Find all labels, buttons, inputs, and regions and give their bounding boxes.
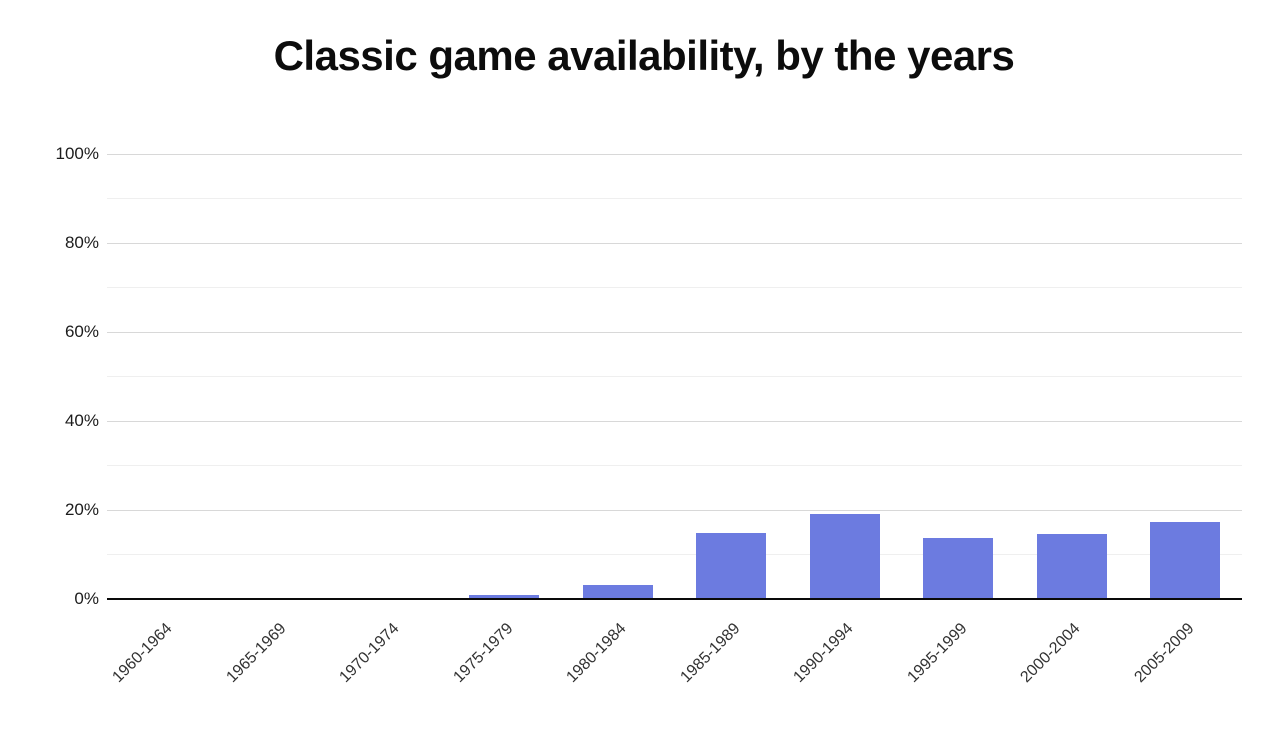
major-gridline-40 (107, 420, 1242, 422)
bar-1990-1994 (809, 514, 880, 599)
x-axis-tick-label-2005-2009: 2005-2009 (1131, 620, 1198, 687)
y-axis-tick-label-0: 0% (74, 589, 99, 608)
y-axis-tick-label-40: 40% (64, 411, 99, 430)
y-axis-tick-label-20: 20% (64, 500, 99, 519)
x-axis-line (107, 598, 1242, 600)
bar-2000-2004 (1036, 534, 1107, 599)
major-gridline-20 (107, 509, 1242, 511)
major-gridline-80 (107, 242, 1242, 244)
chart-title: Classic game availability, by the years (273, 32, 1015, 79)
minor-gridline-30 (107, 465, 1242, 466)
minor-gridline-10 (107, 554, 1242, 555)
x-axis-tick-label-1960-1964: 1960-1964 (109, 620, 176, 687)
minor-gridline-50 (107, 376, 1242, 377)
y-axis-tick-label-60: 60% (64, 322, 99, 341)
x-axis-tick-label-1965-1969: 1965-1969 (223, 620, 290, 687)
x-axis-tick-label-1990-1994: 1990-1994 (790, 620, 857, 687)
x-axis-tick-label-1980-1984: 1980-1984 (563, 620, 630, 687)
bar-1995-1999 (923, 537, 994, 599)
bar-2005-2009 (1150, 521, 1221, 599)
major-gridline-100 (107, 153, 1242, 155)
minor-gridline-70 (107, 287, 1242, 288)
bar-1985-1989 (696, 532, 767, 599)
x-axis-tick-label-2000-2004: 2000-2004 (1017, 620, 1084, 687)
bar-1975-1979 (469, 595, 540, 599)
x-axis-tick-label-1985-1989: 1985-1989 (677, 620, 744, 687)
x-axis-tick-label-1975-1979: 1975-1979 (450, 620, 517, 687)
y-axis-tick-label-80: 80% (64, 233, 99, 252)
x-axis-tick-label-1970-1974: 1970-1974 (336, 620, 403, 687)
plot-area: 0% 20% 40% 60% 80% 100% 1960-1964 1965-1969 197… (56, 144, 1242, 686)
bar-1980-1984 (582, 584, 653, 599)
y-axis-tick-label-100: 100% (55, 144, 99, 163)
x-axis-tick-label-1995-1999: 1995-1999 (904, 620, 971, 687)
major-gridline-60 (107, 331, 1242, 333)
minor-gridline-90 (107, 198, 1242, 199)
